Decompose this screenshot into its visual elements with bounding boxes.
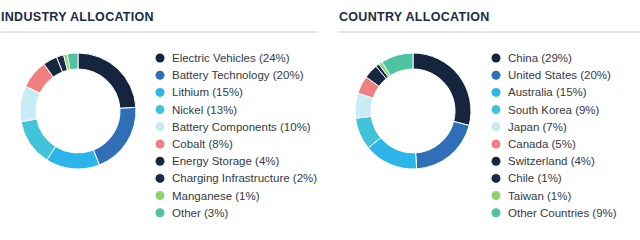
legend-swatch: [492, 208, 501, 217]
donut-slice: [21, 119, 55, 160]
legend-swatch: [492, 157, 501, 166]
chart-title: COUNTRY ALLOCATION: [339, 10, 490, 24]
legend: Electric Vehicles (24%) Battery Technolog…: [156, 52, 318, 219]
legend-label: Charging Infrastructure (2%): [172, 172, 317, 184]
chart-panel: COUNTRY ALLOCATION China (29%) United Stat…: [338, 10, 640, 219]
legend-swatch: [492, 88, 501, 97]
legend-swatch: [492, 105, 501, 114]
legend-label: Taiwan (1%): [508, 190, 571, 202]
legend-label: Battery Technology (20%): [172, 69, 304, 81]
legend-swatch: [156, 105, 165, 114]
legend-swatch: [156, 174, 165, 183]
legend-swatch: [156, 71, 165, 80]
legend-label: Japan (7%): [508, 121, 567, 133]
legend-swatch: [156, 191, 165, 200]
donut-slice: [93, 107, 136, 165]
legend-label: Other Countries (9%): [508, 207, 617, 219]
donut-slice: [78, 53, 136, 108]
legend-label: Other (3%): [172, 207, 228, 219]
chart-title: INDUSTRY ALLOCATION: [1, 10, 154, 24]
donut-slice: [67, 53, 78, 70]
donut-slice: [413, 53, 471, 125]
legend-label: Electric Vehicles (24%): [172, 52, 290, 64]
title-rule: [0, 32, 318, 33]
donut-slice: [47, 146, 99, 169]
legend-label: Cobalt (8%): [172, 138, 233, 150]
legend-label: South Korea (9%): [508, 104, 600, 116]
legend-label: Manganese (1%): [172, 190, 260, 202]
legend-label: Battery Components (10%): [172, 121, 311, 133]
legend-swatch: [492, 174, 501, 183]
legend-swatch: [156, 157, 165, 166]
legend-swatch: [156, 54, 165, 63]
donut-slice: [355, 116, 380, 148]
legend-label: China (29%): [508, 52, 572, 64]
donut: [355, 53, 471, 169]
donut-slice: [416, 121, 470, 168]
donut: [20, 53, 136, 169]
legend-label: Canada (5%): [508, 138, 576, 150]
legend-label: United States (20%): [508, 69, 611, 81]
legend-swatch: [492, 191, 501, 200]
chart-panel: INDUSTRY ALLOCATION Electric Vehicles (24…: [0, 10, 318, 219]
legend-swatch: [156, 140, 165, 149]
legend-swatch: [156, 208, 165, 217]
title-rule: [338, 32, 640, 33]
chart-root: INDUSTRY ALLOCATION Electric Vehicles (24…: [0, 0, 640, 240]
legend-swatch: [156, 122, 165, 131]
legend-label: Switzerland (4%): [508, 155, 595, 167]
legend-label: Nickel (13%): [172, 104, 237, 116]
legend-swatch: [492, 54, 501, 63]
legend-swatch: [156, 88, 165, 97]
donut-slice: [382, 53, 413, 76]
legend-label: Lithium (15%): [172, 86, 243, 98]
legend-label: Australia (15%): [508, 86, 587, 98]
legend-label: Chile (1%): [508, 172, 562, 184]
legend-swatch: [492, 122, 501, 131]
legend-swatch: [492, 71, 501, 80]
legend-label: Energy Storage (4%): [172, 155, 280, 167]
legend: China (29%) United States (20%) Australia …: [492, 52, 617, 219]
legend-swatch: [492, 140, 501, 149]
